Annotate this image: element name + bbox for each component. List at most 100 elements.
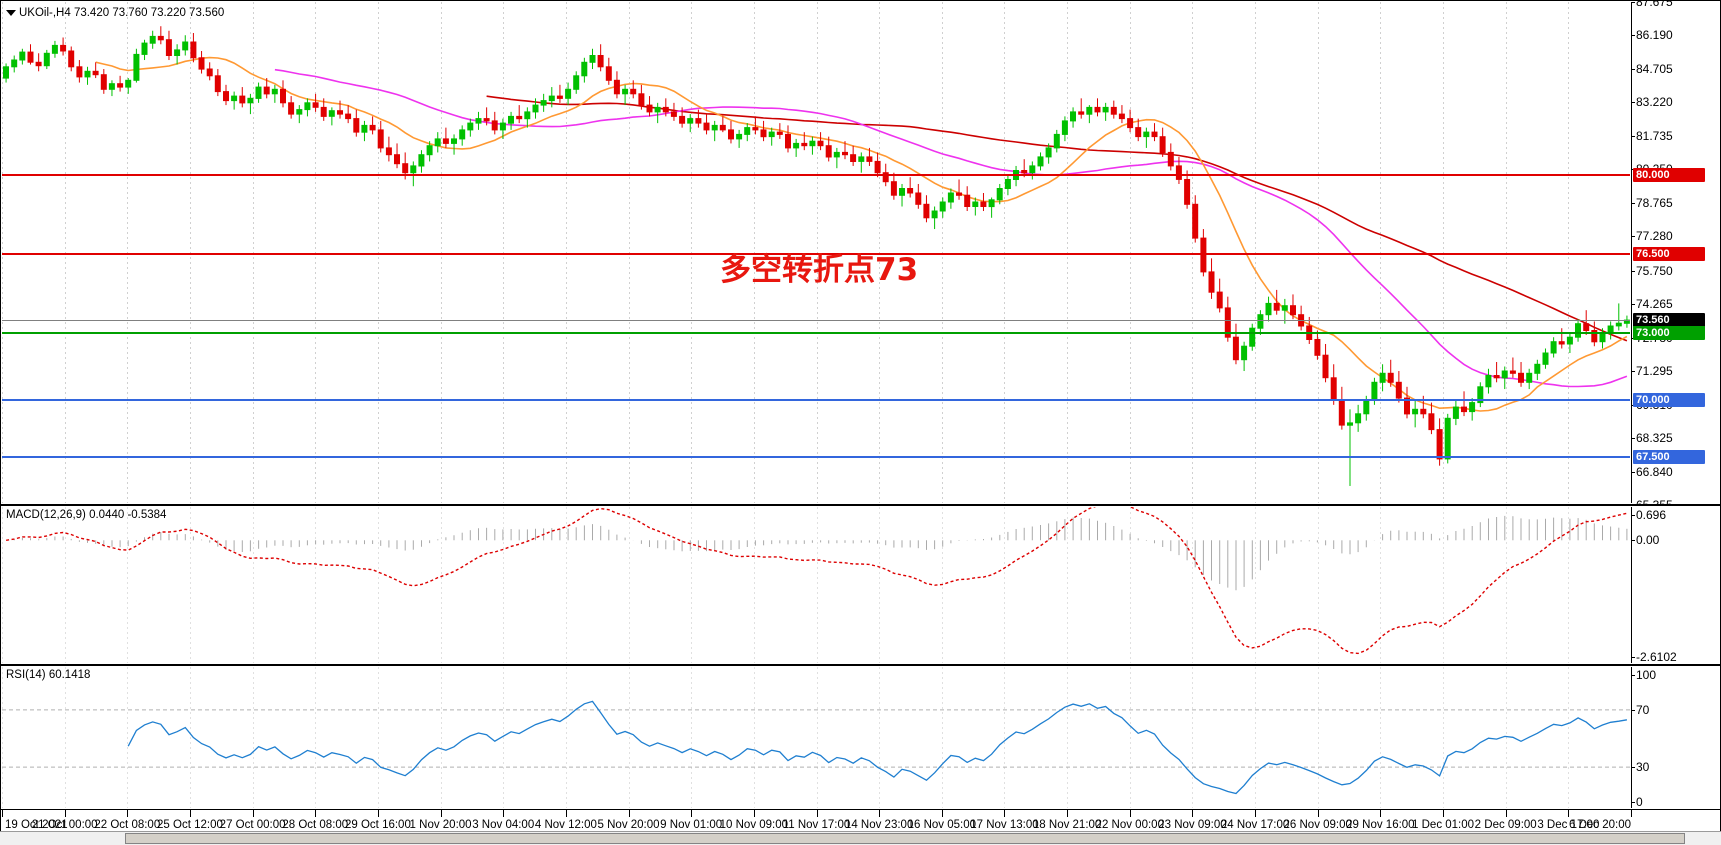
collapse-arrow-icon[interactable] (6, 10, 16, 16)
price-axis-tick: 71.295 (1632, 364, 1673, 379)
macd-axis[interactable]: 0.696 0.00 -2.6102 (1631, 507, 1719, 664)
level-line-resistance-76.5[interactable] (2, 252, 1630, 255)
time-axis-label: 24 Nov 17:00 (1220, 819, 1290, 831)
time-axis-tick (754, 810, 755, 817)
time-axis-label: 26 Nov 09:00 (1283, 819, 1352, 831)
rsi-axis-tick: 0 (1632, 795, 1643, 809)
time-axis-tick (629, 810, 630, 817)
time-axis-tick (1255, 810, 1256, 817)
macd-panel[interactable]: MACD(12,26,9) 0.0440 -0.5384 0.696 0.00 -2… (0, 505, 1721, 665)
time-axis-label: 22 Oct 08:00 (94, 819, 161, 831)
time-axis-tick (441, 810, 442, 817)
price-axis-tick: 81.735 (1632, 128, 1673, 143)
level-line-support-70[interactable] (2, 399, 1630, 402)
time-axis-label: 21 Oct 00:00 (31, 819, 98, 831)
horizontal-scrollbar[interactable] (0, 831, 1721, 845)
time-axis-tick (1443, 810, 1444, 817)
price-axis-tick: 78.765 (1632, 195, 1673, 210)
chart-annotation: 多空转折点73 (720, 252, 919, 288)
rsi-panel[interactable]: RSI(14) 60.1418 100 70 30 0 (0, 665, 1721, 810)
time-axis-label: 25 Oct 12:00 (157, 819, 223, 831)
time-axis-tick (65, 810, 66, 817)
price-axis-tick: 86.190 (1632, 28, 1673, 43)
time-axis-tick (1631, 810, 1632, 817)
time-axis-tick (1130, 810, 1131, 817)
level-line-support-67.5[interactable] (2, 455, 1630, 458)
macd-plot-area[interactable] (2, 507, 1630, 663)
level-line-pivot-73[interactable] (2, 331, 1630, 334)
time-axis-tick (691, 810, 692, 817)
time-axis-label: 1 Dec 01:00 (1412, 819, 1475, 831)
price-axis-tick: 87.675 (1632, 0, 1673, 9)
time-axis-tick (566, 810, 567, 817)
time-axis-label: 5 Nov 20:00 (597, 819, 660, 831)
price-plot-area[interactable]: 多空转折点73 (2, 2, 1630, 503)
time-axis-label: 17 Nov 13:00 (970, 819, 1039, 831)
time-axis-tick (127, 810, 128, 817)
time-axis-label: 23 Nov 09:00 (1158, 819, 1227, 831)
scrollbar-thumb[interactable] (125, 833, 1685, 844)
price-axis-tick: 77.280 (1632, 229, 1673, 244)
price-axis-tick: 84.705 (1632, 61, 1673, 76)
level-line-resistance-80[interactable] (2, 173, 1630, 176)
time-axis-label: 29 Oct 16:00 (344, 819, 411, 831)
level-line-current-price-73.56[interactable] (2, 320, 1630, 322)
macd-series (2, 507, 1628, 663)
time-axis-label: 6 Dec 20:00 (1568, 819, 1631, 831)
time-axis-label: 16 Nov 05:00 (907, 819, 977, 831)
time-axis-tick (1067, 810, 1068, 817)
macd-label: MACD(12,26,9) 0.0440 -0.5384 (6, 509, 167, 521)
time-axis-label: 28 Oct 08:00 (282, 819, 349, 831)
time-axis-label: 27 Oct 00:00 (219, 819, 286, 831)
time-axis-label: 3 Dec 17:00 (1537, 819, 1600, 831)
price-axis-badge-70.000[interactable]: 70.000 (1633, 393, 1705, 408)
time-axis-tick (1380, 810, 1381, 817)
price-axis-tick: 75.750 (1632, 263, 1673, 278)
time-axis-label: 29 Nov 16:00 (1346, 819, 1415, 831)
rsi-plot-area[interactable] (2, 667, 1630, 808)
time-axis-label: 22 Nov 00:00 (1095, 819, 1164, 831)
time-axis-tick (2, 810, 3, 817)
time-axis-label: 10 Nov 09:00 (719, 819, 789, 831)
price-axis-badge-76.500[interactable]: 76.500 (1633, 246, 1705, 261)
price-axis-badge-67.500[interactable]: 67.500 (1633, 449, 1705, 464)
time-axis-label: 14 Nov 23:00 (844, 819, 914, 831)
time-axis-tick (1506, 810, 1507, 817)
price-axis-tick: 66.840 (1632, 464, 1673, 479)
time-axis-tick (817, 810, 818, 817)
time-axis-label: 9 Nov 01:00 (660, 819, 723, 831)
rsi-axis-tick: 100 (1631, 668, 1657, 682)
rsi-series (2, 667, 1630, 808)
rsi-axis[interactable]: 100 70 30 0 (1631, 667, 1719, 809)
macd-axis-tick: -2.6102 (1632, 650, 1677, 664)
price-axis-badge-73.000[interactable]: 73.000 (1633, 325, 1705, 340)
time-axis-tick (879, 810, 880, 817)
symbol-header-label: UKOil-,H4 73.420 73.760 73.220 73.560 (19, 7, 225, 19)
time-axis-tick (190, 810, 191, 817)
time-axis-tick (1192, 810, 1193, 817)
price-axis-badge-73.560[interactable]: 73.560 (1633, 313, 1705, 328)
time-axis-label: 1 Nov 20:00 (409, 819, 472, 831)
macd-axis-tick: 0.696 (1631, 508, 1667, 522)
rsi-label: RSI(14) 60.1418 (6, 669, 91, 681)
time-axis-tick (942, 810, 943, 817)
price-axis-tick: 74.265 (1632, 297, 1673, 312)
time-axis-label: 11 Nov 17:00 (782, 819, 851, 831)
time-axis-label: 19 Oct 2021 (5, 819, 68, 831)
price-axis-tick: 83.220 (1632, 95, 1673, 110)
price-axis[interactable]: 87.67586.19084.70583.22081.73580.25078.7… (1631, 0, 1719, 512)
price-axis-tick: 68.325 (1632, 431, 1673, 446)
price-axis-badge-80.000[interactable]: 80.000 (1633, 167, 1705, 182)
rsi-axis-tick: 30 (1631, 760, 1650, 775)
time-axis-tick (253, 810, 254, 817)
time-axis-label: 18 Nov 21:00 (1032, 819, 1102, 831)
time-axis-label: 4 Nov 12:00 (534, 819, 597, 831)
time-axis-tick (1004, 810, 1005, 817)
time-axis-tick (503, 810, 504, 817)
time-axis-tick (378, 810, 379, 817)
macd-axis-tick: 0.00 (1631, 533, 1660, 548)
time-axis-label: 2 Dec 09:00 (1474, 819, 1537, 831)
rsi-axis-tick: 70 (1631, 702, 1650, 717)
price-chart-panel[interactable]: UKOil-,H4 73.420 73.760 73.220 73.560 多空… (0, 0, 1721, 512)
